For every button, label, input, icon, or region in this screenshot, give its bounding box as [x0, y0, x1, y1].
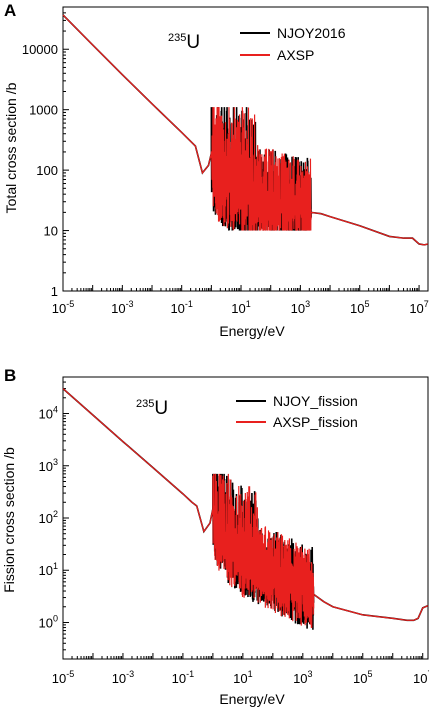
legend-label-njoy-fission: NJOY_fission [273, 393, 358, 409]
panel-b-plot-area [62, 376, 429, 660]
x-tick-label: 105 [350, 299, 369, 316]
panel-a-isotope-annotation: 235U [168, 32, 200, 53]
x-tick-base: 10 [353, 671, 367, 686]
x-tick-base: 10 [291, 301, 305, 316]
x-tick-exp: -1 [185, 299, 193, 309]
x-tick-label: 10-5 [52, 669, 74, 686]
y-tick-base: 10 [39, 459, 53, 474]
x-tick-base: 10 [231, 301, 245, 316]
x-tick-label: 10-5 [52, 299, 74, 316]
y-tick-base: 10 [39, 511, 53, 526]
y-tick-exp: 4 [53, 405, 58, 415]
y-tick-label: 101 [39, 561, 58, 578]
x-tick-base: 10 [293, 671, 307, 686]
y-tick-base: 10 [39, 407, 53, 422]
y-tick-exp: 0 [53, 613, 58, 623]
y-tick-exp: 2 [53, 509, 58, 519]
x-tick-exp: 7 [424, 299, 429, 309]
x-tick-label: 101 [233, 669, 252, 686]
y-tick-label: 103 [39, 457, 58, 474]
panel-b-x-axis-label: Energy/eV [219, 691, 285, 707]
x-tick-label: 10-3 [112, 669, 134, 686]
panel-a: A 10-5 10-3 10-1 101 103 105 107 1101001000100… [3, 1, 429, 339]
x-tick-exp: -5 [66, 669, 74, 679]
x-tick-exp: 7 [427, 669, 429, 679]
x-tick-base: 10 [52, 301, 66, 316]
y-tick-label: 100 [36, 163, 58, 178]
x-tick-exp: 3 [308, 669, 313, 679]
x-tick-exp: -1 [186, 669, 194, 679]
y-tick-base: 10 [39, 615, 53, 630]
panel-b-isotope-symbol: U [154, 398, 168, 419]
panel-b-legend: NJOY_fission AXSP_fission [236, 393, 358, 430]
x-tick-exp: -5 [66, 299, 74, 309]
panel-a-isotope-symbol: U [186, 32, 200, 53]
x-tick-base: 10 [112, 671, 126, 686]
x-tick-base: 10 [350, 301, 364, 316]
y-tick-label: 102 [39, 509, 58, 526]
panel-a-isotope-mass: 235 [168, 32, 186, 44]
panel-a-x-ticks: 10-5 10-3 10-1 101 103 105 107 [52, 285, 429, 316]
x-tick-exp: 1 [248, 669, 253, 679]
panel-a-y-axis-label: Total cross section /b [3, 82, 19, 213]
x-tick-base: 10 [111, 301, 125, 316]
x-tick-exp: -3 [126, 299, 134, 309]
y-tick-label: 1000 [29, 103, 58, 118]
panel-b-y-axis-label: Fission cross section /b [1, 447, 17, 593]
y-tick-exp: 3 [53, 457, 58, 467]
x-tick-label: 10-1 [172, 669, 194, 686]
x-tick-exp: 3 [305, 299, 310, 309]
plot-frame [62, 6, 429, 292]
x-tick-label: 103 [291, 299, 310, 316]
plot-frame [62, 376, 429, 660]
panel-a-plot-area [62, 6, 429, 292]
x-tick-base: 10 [233, 671, 247, 686]
x-tick-base: 10 [409, 301, 423, 316]
legend-label-njoy2016: NJOY2016 [277, 25, 346, 41]
legend-label-axsp-fission: AXSP_fission [273, 414, 358, 430]
y-tick-base: 10 [39, 563, 53, 578]
x-tick-label: 107 [409, 299, 428, 316]
x-tick-base: 10 [170, 301, 184, 316]
x-tick-label: 10-3 [111, 299, 133, 316]
panel-a-label: A [4, 1, 16, 20]
x-tick-label: 107 [413, 669, 429, 686]
x-tick-exp: 5 [364, 299, 369, 309]
y-tick-label: 10000 [22, 42, 58, 57]
panel-a-x-axis-label: Energy/eV [219, 323, 285, 339]
x-tick-label: 101 [231, 299, 250, 316]
legend-label-axsp: AXSP [277, 47, 314, 63]
x-tick-base: 10 [52, 671, 66, 686]
x-tick-exp: -3 [126, 669, 134, 679]
series-line-axsp [62, 14, 429, 246]
panel-a-y-ticks: 1 10 100 1000 10000 [22, 6, 69, 299]
x-tick-base: 10 [172, 671, 186, 686]
x-tick-label: 10-1 [170, 299, 192, 316]
x-tick-label: 105 [353, 669, 372, 686]
y-tick-label: 10 [44, 224, 58, 239]
x-tick-exp: 1 [246, 299, 251, 309]
panel-a-legend: NJOY2016 AXSP [240, 25, 346, 63]
x-tick-exp: 5 [367, 669, 372, 679]
x-tick-label: 103 [293, 669, 312, 686]
panel-b-isotope-annotation: 235U [136, 398, 168, 419]
x-tick-base: 10 [413, 671, 427, 686]
y-tick-exp: 1 [53, 561, 58, 571]
panel-b-isotope-mass: 235 [136, 398, 154, 410]
y-tick-label: 100 [39, 613, 58, 630]
series-line-axsp-fission [62, 388, 429, 629]
panel-b-label: B [4, 366, 16, 385]
y-tick-label: 104 [39, 405, 58, 422]
y-tick-label: 1 [51, 284, 58, 299]
